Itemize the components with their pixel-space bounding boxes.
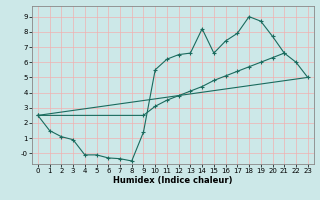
X-axis label: Humidex (Indice chaleur): Humidex (Indice chaleur) <box>113 176 233 185</box>
